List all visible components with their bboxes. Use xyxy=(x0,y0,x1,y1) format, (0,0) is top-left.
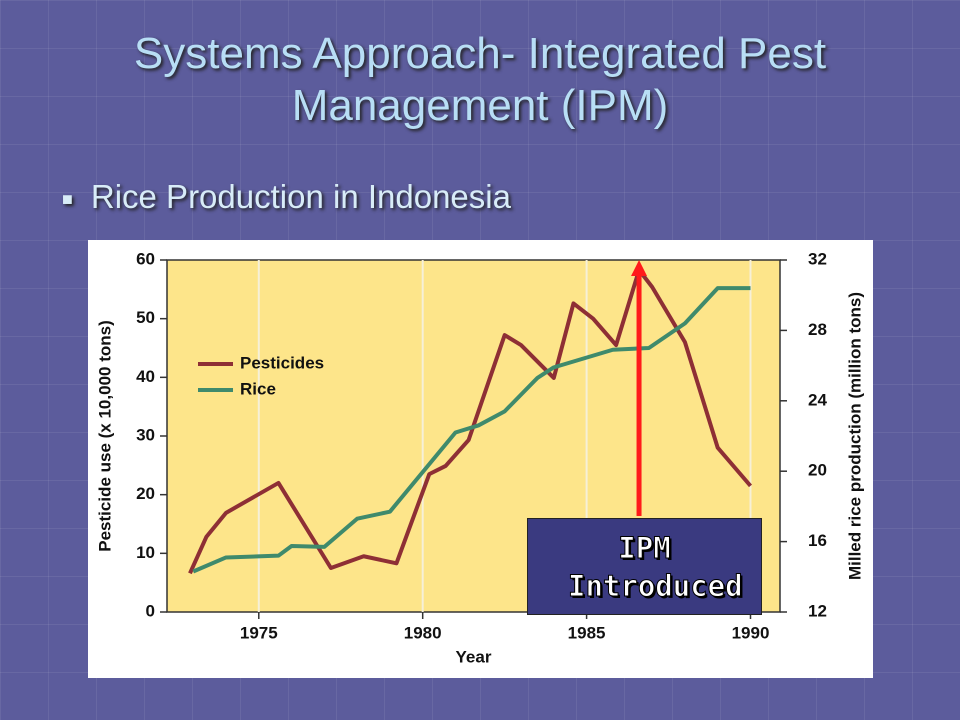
bullet: ■ Rice Production in Indonesia xyxy=(62,178,511,215)
chart: 1975 1980 1985 1990 0 10 20 30 40 50 60 12 16 20 24 28 3… xyxy=(88,240,873,678)
x-tick-label: 1975 xyxy=(240,623,278,642)
y2-tick-label: 20 xyxy=(808,461,827,480)
x-tick-label: 1985 xyxy=(568,623,606,642)
y-tick-label: 50 xyxy=(136,308,155,327)
y2-tick-label: 32 xyxy=(808,249,827,268)
annotation: IPM Introduced xyxy=(527,518,762,615)
bullet-text: Rice Production in Indonesia xyxy=(90,178,511,215)
y2-tick-label: 24 xyxy=(808,390,827,409)
x-tick-label: 1980 xyxy=(404,623,442,642)
slide-title: Systems Approach- Integrated Pest Manage… xyxy=(133,29,827,130)
legend-label: Rice xyxy=(240,379,276,398)
y-tick-label: 0 xyxy=(146,601,155,620)
y-tick-label: 40 xyxy=(136,367,155,386)
x-tick-label: 1990 xyxy=(732,623,770,642)
series-line xyxy=(188,267,753,575)
y2-axis-label: Milled rice production (million tons) xyxy=(845,292,864,580)
x-axis-label: Year xyxy=(456,647,492,666)
y2-tick-label: 16 xyxy=(808,531,827,550)
y-tick-label: 20 xyxy=(136,484,155,503)
y-tick-label: 60 xyxy=(136,249,155,268)
y-axis-label: Pesticide use (x 10,000 tons) xyxy=(95,320,114,552)
y2-tick-label: 28 xyxy=(808,320,827,339)
y-tick-label: 10 xyxy=(136,543,155,562)
y-tick-label: 30 xyxy=(136,425,155,444)
series-line xyxy=(192,286,751,574)
annotation-arrowhead xyxy=(631,260,648,276)
y2-tick-label: 12 xyxy=(808,601,827,620)
legend-label: Pesticides xyxy=(240,353,324,372)
